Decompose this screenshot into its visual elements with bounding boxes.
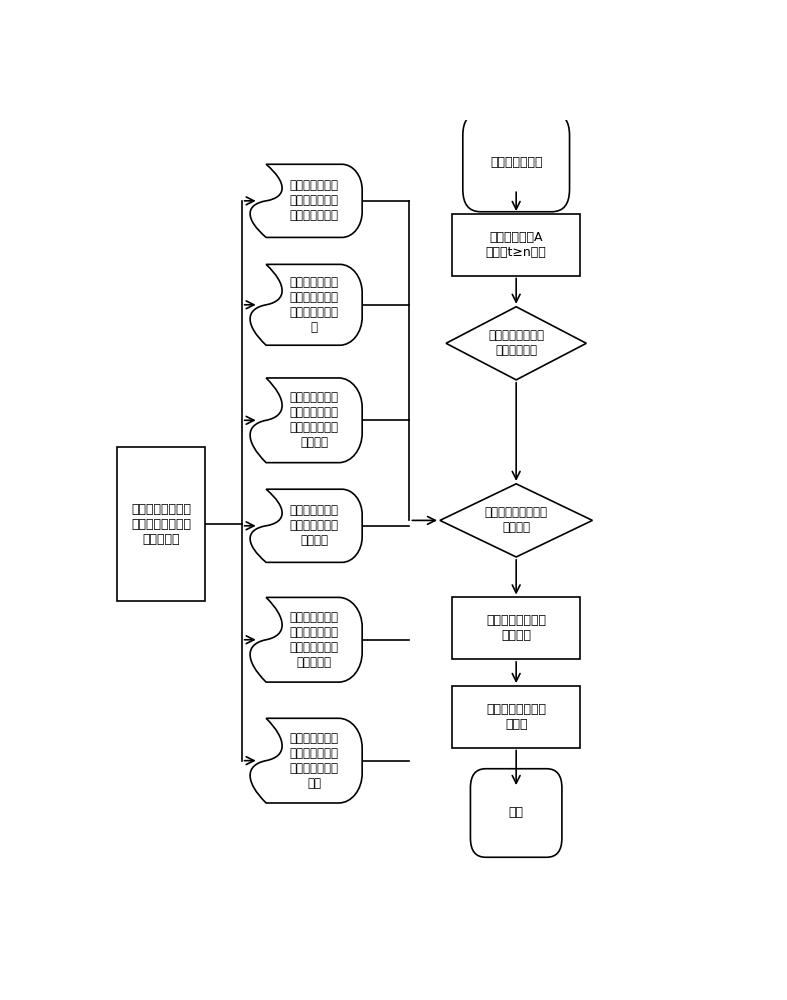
FancyBboxPatch shape — [471, 769, 562, 857]
Text: 第三工作模式，
对应采用高热值
气源时热水器的
工作参数: 第三工作模式， 对应采用高热值 气源时热水器的 工作参数 — [290, 391, 338, 449]
Text: 常按控制按钮A
（时间t≥n秒）: 常按控制按钮A （时间t≥n秒） — [486, 231, 546, 259]
Text: 第一工作模式，
对应高海拔时热
水器的工作参数: 第一工作模式， 对应高海拔时热 水器的工作参数 — [290, 179, 338, 222]
Text: 热水器上电开机: 热水器上电开机 — [490, 156, 542, 169]
Text: 设置完成，退出设
定模式: 设置完成，退出设 定模式 — [486, 703, 546, 731]
Polygon shape — [440, 484, 593, 557]
PathPatch shape — [250, 489, 362, 562]
FancyBboxPatch shape — [463, 113, 570, 212]
Bar — [453, 214, 580, 276]
Text: 预先存储不同工作
模式对应的热水器
的工作参数: 预先存储不同工作 模式对应的热水器 的工作参数 — [131, 503, 191, 546]
Text: 第二工作模式，
对应较高海拔时
热水器的工作参
数: 第二工作模式， 对应较高海拔时 热水器的工作参 数 — [290, 276, 338, 334]
Text: 第四工作模式，
对应出厂默认的
工作参数: 第四工作模式， 对应出厂默认的 工作参数 — [290, 504, 338, 547]
PathPatch shape — [250, 597, 362, 682]
Polygon shape — [446, 307, 586, 380]
Bar — [116, 447, 205, 601]
PathPatch shape — [250, 718, 362, 803]
Text: 结束: 结束 — [508, 806, 523, 820]
Bar — [453, 597, 580, 659]
Text: 热水器记忆并识别
对应参数: 热水器记忆并识别 对应参数 — [486, 614, 546, 642]
PathPatch shape — [250, 378, 362, 463]
Text: 第五工作模式，
对应采用较低热
值气源时热水器
的工作参数: 第五工作模式， 对应采用较低热 值气源时热水器 的工作参数 — [290, 611, 338, 669]
Bar — [453, 686, 580, 748]
Text: 用户选择热水器对
应的工作模式: 用户选择热水器对 应的工作模式 — [488, 329, 544, 357]
PathPatch shape — [250, 264, 362, 345]
Text: 第六工作模式，
对应低热值气源
时热水器的工作
参数: 第六工作模式， 对应低热值气源 时热水器的工作 参数 — [290, 732, 338, 790]
Text: 调用所选工作模式的
对应参数: 调用所选工作模式的 对应参数 — [485, 506, 548, 534]
PathPatch shape — [250, 164, 362, 237]
